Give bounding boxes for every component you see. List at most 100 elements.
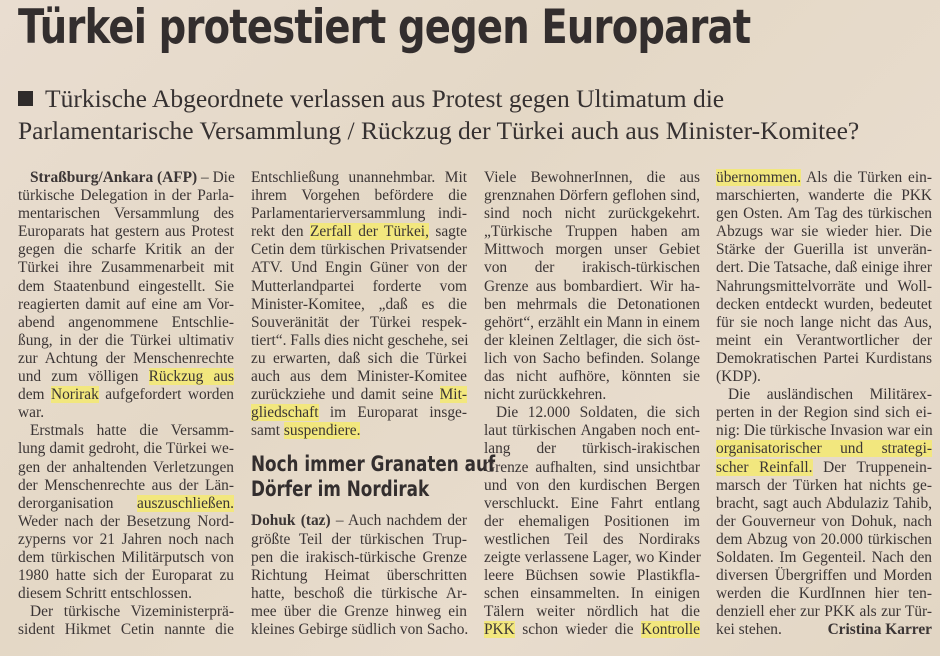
text-line: sident Hikmet Cetin nannte die bbox=[18, 621, 234, 639]
text-line: PKK schon wieder die Kontrolle bbox=[484, 621, 700, 639]
text-line: der ehemaligen Positionen im bbox=[484, 513, 700, 531]
text: sagte bbox=[428, 223, 467, 241]
text: Entschließung unannehmbar. Mit bbox=[251, 169, 467, 186]
text-line: Parlamentarierversammlung indi- bbox=[251, 205, 467, 223]
text-line: Demokratischen Partei Kurdistans bbox=[716, 350, 932, 368]
text-line: ben mehrmals die Detonationen bbox=[484, 296, 700, 314]
text-line: leere Büchsen sowie Plastikfla- bbox=[484, 567, 700, 585]
text: im Europarat insge- bbox=[318, 404, 467, 422]
text: und zum völligen bbox=[18, 368, 149, 386]
text-line: ßung, in der die Türkei ultimativ bbox=[18, 332, 234, 350]
article-column-3: Viele BewohnerInnen, die aus grenznahen D… bbox=[484, 169, 701, 639]
text-line: gegen die scharfe Kritik an der bbox=[18, 241, 234, 259]
text-line: zyperns vor 21 Jahren noch nach bbox=[18, 531, 234, 549]
text: der Menschenrechte aus der Län- bbox=[18, 476, 234, 494]
paragraph: Die ausländischen Militärex-perten in de… bbox=[716, 386, 933, 639]
article-column-2: Entschließung unannehmbar. Mit ihrem Vorg… bbox=[251, 169, 496, 639]
text-line: Cetin dem türkischen Privatsender bbox=[251, 241, 467, 259]
text-line: das nicht aufhöre, könnten sie bbox=[484, 368, 700, 386]
text-line: (KDP). bbox=[716, 368, 932, 386]
text: von der irakisch-türkischen bbox=[484, 259, 700, 277]
text: mee über die Grenze hinweg ein bbox=[251, 602, 467, 620]
text: gen der anhaltenden Verletzungen bbox=[18, 458, 234, 476]
text: denziell eher zur PKK als zur Tür- bbox=[716, 603, 932, 621]
text-line: diversen Übergriffen und Morden bbox=[716, 567, 932, 585]
text-line: Richtung Heimat überschritten bbox=[251, 567, 467, 585]
text-line: samt suspendiere. bbox=[251, 422, 467, 440]
paragraph: Straßburg/Ankara (AFP) – Die türkische De… bbox=[18, 169, 235, 422]
text-line: türkische Delegation in der Parla- bbox=[18, 187, 234, 205]
paragraph: Entschließung unannehmbar. Mit ihrem Vorg… bbox=[251, 169, 469, 440]
text: Richtung Heimat überschritten bbox=[251, 566, 467, 584]
square-bullet-icon bbox=[18, 91, 33, 106]
text-line: derorganisation auszuschließen. bbox=[18, 494, 234, 513]
text-line: nig: Die türkische Invasion war ein bbox=[716, 422, 933, 440]
text: der Gouverneur von Dohuk, nach bbox=[716, 512, 932, 530]
text: zurückziehe und damit seine bbox=[251, 386, 440, 404]
text-line: ATV. Und Engin Güner von der bbox=[251, 259, 467, 277]
highlighted-text: PKK bbox=[484, 621, 515, 639]
text: dem Abzug von 20.000 türkischen bbox=[716, 530, 932, 548]
text: abend angenommene Entschlie- bbox=[18, 313, 234, 331]
text: der ehemaligen Positionen im bbox=[484, 512, 700, 530]
text: Mutterlandpartei forderte vom bbox=[251, 277, 467, 295]
text-line: auch aus dem Minister-Komitee bbox=[251, 368, 467, 386]
text-line: Tälern weiter nördlich hat die bbox=[484, 603, 700, 621]
text: Demokratischen Partei Kurdistans bbox=[716, 349, 932, 367]
text: ihrem Vorgehen befördere die bbox=[251, 187, 467, 205]
text: Cetin dem türkischen Privatsender bbox=[251, 241, 467, 259]
highlighted-text: übernommen. bbox=[716, 169, 802, 186]
text-line: Türkei ihre Zusammenarbeit mit bbox=[18, 259, 234, 277]
text-line: marsch der Türken hat nichts ge- bbox=[716, 477, 932, 495]
text-line: reagierten damit auf eine am Vor- bbox=[18, 296, 234, 314]
text: laut türkischen Angaben noch ent- bbox=[484, 422, 700, 440]
paragraph: Dohuk (taz) – Auch nachdem der größte Tei… bbox=[251, 512, 468, 639]
paragraph: übernommen. Als die Türken ein-marschier… bbox=[716, 169, 932, 386]
text: Tälern weiter nördlich hat die bbox=[484, 603, 700, 621]
text: marschierten, wanderte die PKK bbox=[716, 187, 932, 205]
text-line: mee über die Grenze hinweg ein bbox=[251, 603, 467, 621]
text-line: schen einsammelten. In einigen bbox=[484, 585, 700, 603]
text: Soldaten. Im Gegenteil. Nach den bbox=[716, 548, 932, 566]
text-line: diesem Schritt entschlossen. bbox=[18, 585, 234, 603]
text: zeigte verlassene Lager, wo Kinder bbox=[484, 548, 701, 566]
text-line: dem Abzug von 20.000 türkischen bbox=[716, 531, 932, 549]
text: schon wieder die bbox=[514, 621, 641, 639]
text-line: gliedschaft im Europarat insge- bbox=[251, 404, 467, 422]
text-line: abend angenommene Entschlie- bbox=[18, 314, 234, 332]
subheading-line: Noch immer Granaten auf bbox=[251, 452, 496, 477]
text-line: ihrem Vorgehen befördere die bbox=[251, 187, 467, 205]
subheading: Noch immer Granaten auf Dörfer im Nordira… bbox=[251, 452, 496, 502]
text-line: Grenze aus bombardiert. Wir ha- bbox=[484, 278, 700, 296]
text: Der türkische Vizeministerprä- bbox=[30, 603, 234, 621]
text: 1980 hatte sich der Europarat zu bbox=[18, 567, 234, 585]
text: Viele BewohnerInnen, die aus bbox=[484, 169, 700, 186]
text-line: dert. Die Tatsache, daß einige ihrer bbox=[716, 259, 932, 277]
highlighted-text: Kontrolle bbox=[641, 621, 700, 639]
dateline: Dohuk (taz) bbox=[251, 512, 331, 530]
text: gegen die scharfe Kritik an der bbox=[18, 241, 234, 259]
text: perten in der Region sind sich ei- bbox=[716, 404, 932, 422]
text: größte Teil der türkischen Trup- bbox=[251, 530, 467, 548]
text: schen einsammelten. In einigen bbox=[484, 585, 700, 603]
paragraph: Die 12.000 Soldaten, die sich laut türkis… bbox=[484, 404, 701, 639]
text: (KDP). bbox=[716, 368, 761, 386]
subheading-line: Dörfer im Nordirak bbox=[251, 477, 430, 502]
text: westlichen Teil des Nordiraks bbox=[484, 530, 700, 548]
text-line: dem türkischen Militärputsch von bbox=[18, 549, 234, 567]
subheadline-line-1: Türkische Abgeordnete verlassen aus Prot… bbox=[18, 83, 859, 115]
text: verschluckt. Eine Fahrt entlang bbox=[484, 494, 700, 512]
text-line: Dohuk (taz) – Auch nachdem der bbox=[251, 512, 467, 530]
text-line: dem Staatenbund eingestellt. Sie bbox=[18, 278, 234, 296]
text-line: nicht zurückkehren. bbox=[484, 386, 700, 404]
text: Erstmals hatte die Versamm- bbox=[30, 422, 234, 440]
text-line: Souveränität der Türkei respek- bbox=[251, 314, 467, 332]
text: tiert“. Falls dies nicht geschehe, sei bbox=[251, 331, 469, 349]
text: das nicht aufhöre, könnten sie bbox=[484, 368, 700, 386]
highlighted-text: Mit- bbox=[439, 386, 467, 404]
text: sind noch nicht zurückgekehrt. bbox=[484, 205, 700, 223]
text-line: Grenze aufhalten, sind unsichtbar bbox=[484, 459, 700, 477]
text: grenznahen Dörfern geflohen sind, bbox=[484, 187, 700, 205]
text-line: grenznahen Dörfern geflohen sind, bbox=[484, 187, 700, 205]
text-line: Viele BewohnerInnen, die aus bbox=[484, 169, 700, 187]
